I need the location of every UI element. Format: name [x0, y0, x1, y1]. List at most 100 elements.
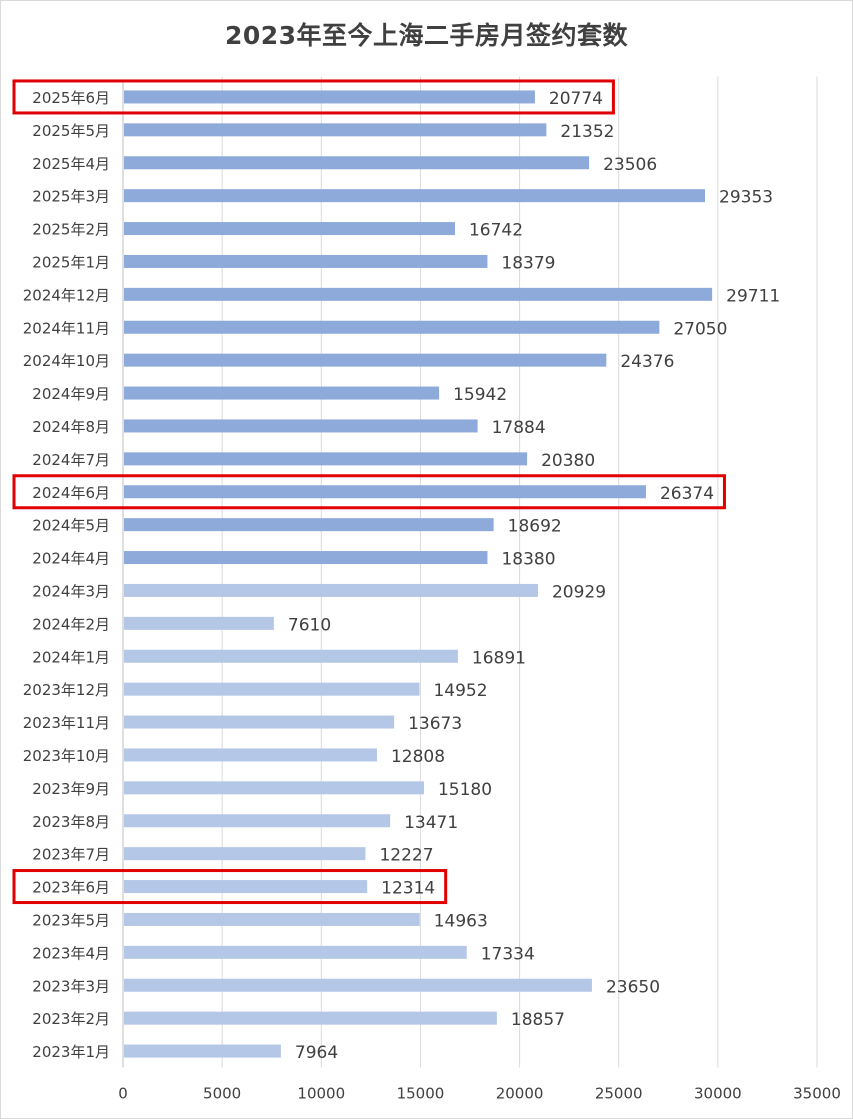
- category-label: 2023年3月: [32, 977, 110, 995]
- bar: [124, 847, 366, 861]
- bar: [124, 353, 607, 367]
- data-label: 18692: [508, 517, 562, 537]
- highlight-box: [12, 474, 726, 510]
- category-label: 2024年1月: [32, 648, 110, 666]
- category-label: 2023年1月: [32, 1043, 110, 1061]
- data-label: 15180: [438, 780, 492, 800]
- data-label: 20380: [541, 451, 595, 471]
- data-label: 23506: [603, 155, 657, 175]
- category-label: 2025年2月: [32, 221, 110, 239]
- bar: [124, 715, 395, 729]
- category-label: 2023年11月: [23, 714, 110, 732]
- category-label: 2024年5月: [32, 517, 110, 535]
- data-label: 7610: [288, 615, 331, 635]
- bar: [124, 912, 420, 926]
- category-label: 2023年2月: [32, 1010, 110, 1028]
- bar: [124, 222, 455, 236]
- data-label: 29353: [719, 188, 773, 208]
- category-label: 2025年4月: [32, 155, 110, 173]
- data-label: 20929: [552, 582, 606, 602]
- x-tick-label: 5000: [203, 1085, 241, 1103]
- data-label: 12227: [379, 846, 433, 866]
- data-label: 27050: [673, 319, 727, 339]
- category-label: 2024年2月: [32, 615, 110, 633]
- data-label: 15942: [453, 385, 507, 405]
- data-label: 24376: [620, 352, 674, 372]
- x-tick-label: 10000: [297, 1085, 345, 1103]
- data-label: 7964: [295, 1043, 338, 1063]
- data-label: 14952: [433, 681, 487, 701]
- category-label: 2023年4月: [32, 944, 110, 962]
- data-label: 18857: [511, 1010, 565, 1030]
- bar: [124, 452, 528, 466]
- category-label: 2023年8月: [32, 813, 110, 831]
- category-label: 2024年11月: [23, 319, 110, 337]
- category-label: 2024年12月: [23, 286, 110, 304]
- data-label: 20774: [549, 89, 603, 109]
- category-label: 2024年8月: [32, 418, 110, 436]
- bar: [124, 551, 488, 565]
- category-label: 2024年9月: [32, 385, 110, 403]
- bar: [124, 1011, 497, 1025]
- bar: [124, 287, 713, 301]
- category-label: 2024年10月: [23, 352, 110, 370]
- data-label: 16891: [472, 648, 526, 668]
- data-label: 23650: [606, 977, 660, 997]
- data-label: 26374: [660, 484, 714, 504]
- data-label: 12808: [391, 747, 445, 767]
- highlight-box: [12, 869, 448, 905]
- bar: [124, 485, 646, 499]
- data-label: 13471: [404, 813, 458, 833]
- x-tick-label: 30000: [694, 1085, 742, 1103]
- bar: [124, 419, 478, 433]
- data-label: 18379: [501, 253, 555, 273]
- bar: [124, 978, 592, 992]
- category-label: 2023年6月: [32, 879, 110, 897]
- category-label: 2023年12月: [23, 681, 110, 699]
- bar: [124, 814, 391, 828]
- data-label: 16742: [469, 221, 523, 241]
- category-label: 2023年7月: [32, 846, 110, 864]
- category-label: 2023年10月: [23, 747, 110, 765]
- bar: [124, 616, 274, 630]
- data-label: 21352: [560, 122, 614, 142]
- bar: [124, 189, 706, 203]
- bar: [124, 320, 660, 334]
- bar: [124, 781, 424, 795]
- data-label: 17334: [481, 944, 535, 964]
- category-label: 2023年5月: [32, 911, 110, 929]
- highlight-box: [12, 79, 615, 115]
- data-label: 13673: [408, 714, 462, 734]
- category-label: 2025年6月: [32, 89, 110, 107]
- bar: [124, 945, 467, 959]
- bar: [124, 156, 590, 170]
- bar: [124, 518, 494, 532]
- chart-title: 2023年至今上海二手房月签约套数: [224, 21, 629, 50]
- category-label: 2025年3月: [32, 188, 110, 206]
- bar: [124, 748, 377, 762]
- data-label: 12314: [381, 879, 435, 899]
- x-tick-label: 20000: [496, 1085, 544, 1103]
- x-tick-label: 15000: [397, 1085, 445, 1103]
- bar: [124, 254, 488, 268]
- bar: [124, 880, 368, 894]
- data-label: 17884: [492, 418, 546, 438]
- category-label: 2024年7月: [32, 451, 110, 469]
- bar: [124, 682, 420, 696]
- category-label: 2025年1月: [32, 253, 110, 271]
- bar: [124, 649, 458, 663]
- bar: [124, 583, 538, 597]
- category-label: 2024年6月: [32, 484, 110, 502]
- data-label: 18380: [501, 550, 555, 570]
- data-label: 29711: [726, 286, 780, 306]
- x-tick-label: 0: [118, 1085, 128, 1103]
- category-label: 2025年5月: [32, 122, 110, 140]
- bar: [124, 123, 547, 137]
- category-label: 2024年3月: [32, 582, 110, 600]
- category-label: 2023年9月: [32, 780, 110, 798]
- category-label: 2024年4月: [32, 550, 110, 568]
- bar: [124, 1044, 281, 1058]
- x-tick-label: 35000: [793, 1085, 841, 1103]
- data-label: 14963: [434, 911, 488, 931]
